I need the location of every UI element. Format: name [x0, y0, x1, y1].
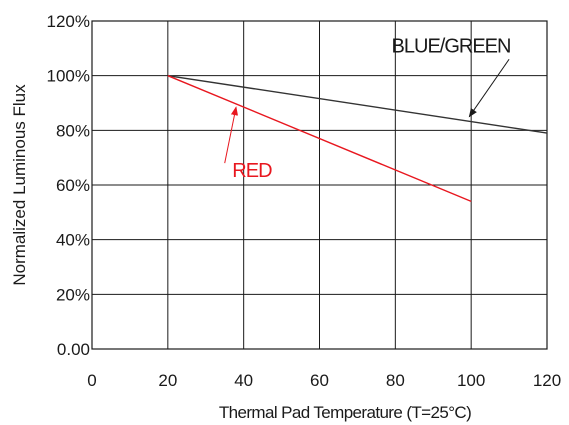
x-tick-label: 60 — [310, 371, 329, 390]
y-tick-label: 0.00 — [57, 340, 90, 359]
series-line-blue-green — [167, 74, 548, 134]
series-line-red — [167, 75, 472, 203]
x-tick-label: 40 — [234, 371, 253, 390]
x-axis-title: Thermal Pad Temperature (T=25°C) — [219, 403, 471, 422]
grid — [91, 20, 548, 350]
y-tick-label: 120% — [47, 12, 90, 31]
tick-label-group: 0 20 40 60 80 100 120 0.00 20% 40% 60% 80% 100% 120% — [47, 12, 562, 390]
x-tick-label: 100 — [457, 371, 485, 390]
x-tick-label: 120 — [533, 371, 561, 390]
y-axis-title: Normalized Luminous Flux — [10, 84, 29, 286]
x-tick-label: 80 — [386, 371, 405, 390]
annotation-label: RED — [232, 160, 272, 182]
annotation-arrow — [224, 106, 238, 164]
x-tick-label: 20 — [158, 371, 177, 390]
annotation-label: BLUE/GREEN — [392, 35, 511, 57]
y-tick-label: 40% — [56, 231, 90, 250]
x-tick-label: 0 — [87, 371, 96, 390]
series-group — [167, 74, 548, 203]
plot-frame — [91, 20, 548, 350]
y-tick-label: 60% — [56, 176, 90, 195]
y-tick-label: 80% — [56, 121, 90, 140]
annotation-group: BLUE/GREEN RED — [224, 35, 511, 182]
y-tick-label: 100% — [47, 67, 90, 86]
y-tick-label: 20% — [56, 285, 90, 304]
annotation-arrow — [468, 58, 510, 118]
